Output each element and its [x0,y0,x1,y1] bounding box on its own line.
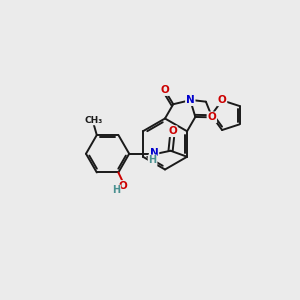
Text: O: O [218,95,226,105]
Text: H: H [148,155,157,165]
Text: O: O [168,126,177,136]
Text: CH₃: CH₃ [85,116,103,124]
Text: N: N [150,148,158,158]
Text: O: O [160,85,169,95]
Text: O: O [118,181,127,191]
Text: H: H [112,185,120,196]
Text: N: N [186,95,195,105]
Text: O: O [208,112,216,122]
